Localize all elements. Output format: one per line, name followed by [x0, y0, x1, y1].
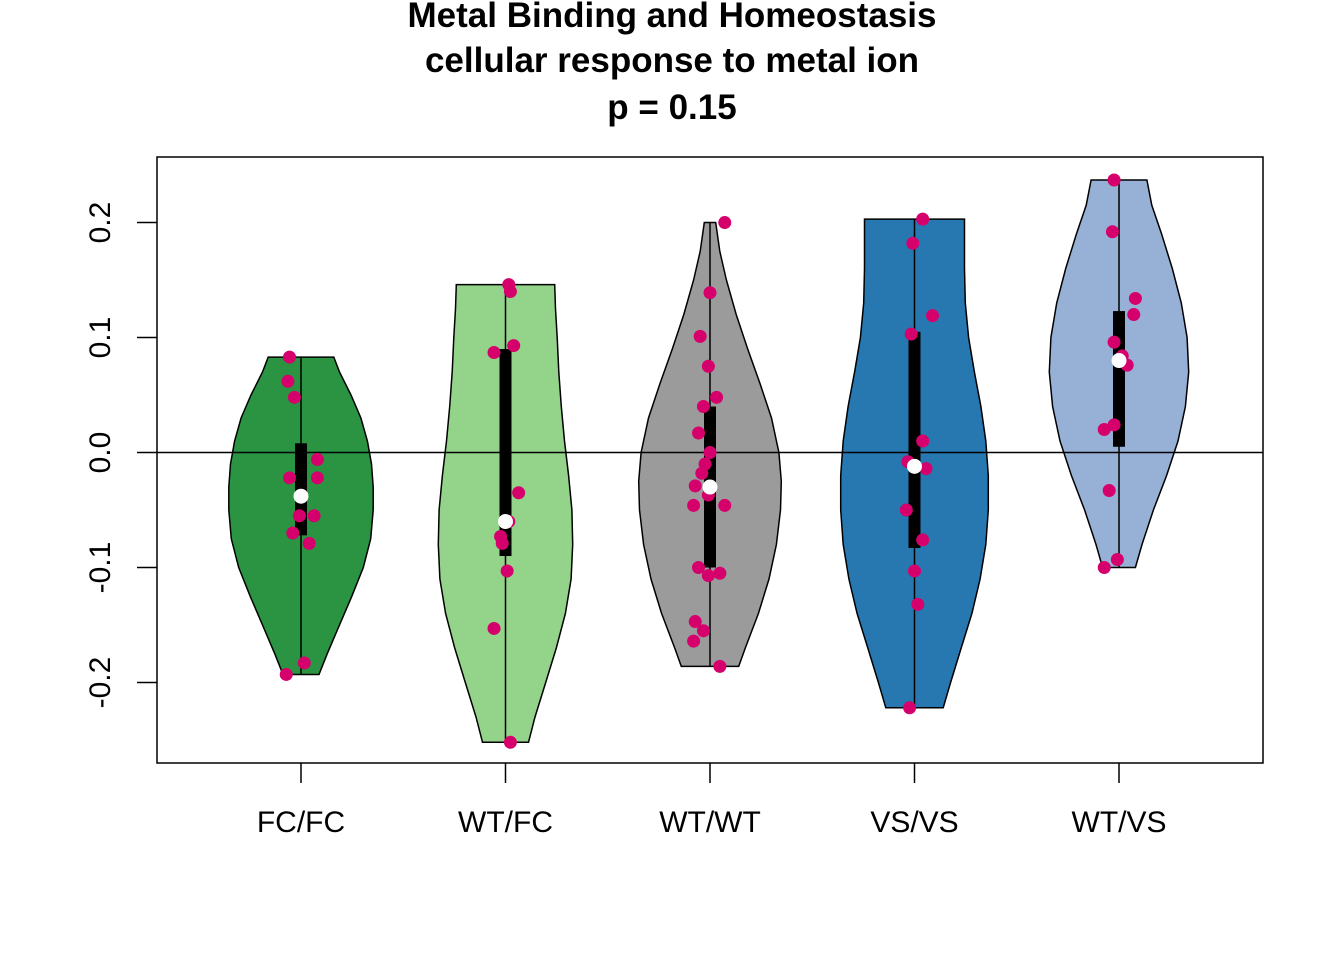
- data-point-fc-fc: [307, 509, 321, 523]
- data-point-vs-vs: [916, 533, 930, 547]
- data-point-wt-wt: [687, 498, 701, 512]
- data-point-fc-fc: [310, 471, 324, 485]
- data-point-vs-vs: [916, 434, 930, 448]
- y-tick-label: -0.1: [84, 542, 117, 594]
- data-point-wt-wt: [692, 426, 706, 440]
- data-point-fc-fc: [283, 350, 297, 364]
- x-tick-label-wt-fc: WT/FC: [458, 806, 553, 839]
- median-wt-wt: [702, 479, 718, 495]
- data-point-wt-wt: [695, 466, 709, 480]
- data-point-wt-wt: [718, 498, 732, 512]
- y-axis: 0.2 0.1 0.0 -0.1 -0.2: [84, 202, 157, 709]
- data-point-fc-fc: [292, 509, 306, 523]
- data-point-fc-fc: [286, 526, 300, 540]
- median-vs-vs: [907, 458, 922, 474]
- median-wt-vs: [1111, 353, 1127, 369]
- data-point-wt-vs: [1110, 552, 1124, 566]
- data-point-fc-fc: [297, 656, 311, 670]
- data-point-wt-vs: [1097, 423, 1111, 437]
- x-tick-label-fc-fc: FC/FC: [257, 806, 345, 839]
- chart-title-line-2: cellular response to metal ion: [424, 41, 920, 80]
- data-point-wt-wt: [693, 329, 707, 343]
- data-point-wt-fc: [500, 564, 514, 578]
- data-point-wt-vs: [1128, 291, 1142, 305]
- data-point-wt-wt: [713, 659, 727, 673]
- chart-title-line-1: Metal Binding and Homeostasis: [407, 0, 937, 35]
- data-point-wt-wt: [718, 216, 732, 230]
- data-point-vs-vs: [903, 701, 917, 715]
- x-tick-label-vs-vs: VS/VS: [870, 806, 958, 839]
- data-point-vs-vs: [911, 597, 925, 611]
- data-point-wt-fc: [503, 735, 517, 749]
- y-tick-label: -0.2: [84, 657, 117, 709]
- data-point-wt-vs: [1097, 561, 1111, 575]
- y-tick-label: 0.1: [84, 317, 117, 359]
- data-point-wt-vs: [1107, 418, 1121, 432]
- data-point-vs-vs: [916, 212, 930, 226]
- median-wt-fc: [498, 514, 513, 530]
- data-point-fc-fc: [310, 452, 324, 466]
- x-tick-label-wt-wt: WT/WT: [659, 806, 761, 839]
- data-point-wt-vs: [1102, 483, 1116, 497]
- data-point-wt-wt: [701, 359, 715, 373]
- data-point-wt-wt: [688, 615, 702, 629]
- data-point-wt-vs: [1107, 335, 1121, 349]
- data-point-wt-wt: [703, 446, 717, 460]
- x-axis: FC/FC WT/FC WT/WT VS/VS WT/VS: [257, 763, 1167, 839]
- data-point-wt-wt: [713, 566, 727, 580]
- data-point-wt-wt: [701, 569, 715, 583]
- data-point-wt-wt: [692, 561, 706, 575]
- data-point-wt-fc: [487, 621, 501, 635]
- data-point-wt-fc: [507, 339, 521, 353]
- data-point-wt-vs: [1105, 225, 1119, 239]
- data-point-wt-wt: [710, 390, 724, 404]
- chart-p-value: p = 0.15: [607, 88, 737, 127]
- iqr-box-vs-vs: [908, 331, 921, 548]
- data-point-wt-fc: [503, 285, 517, 299]
- data-point-fc-fc: [281, 374, 295, 388]
- data-point-wt-wt: [696, 624, 710, 638]
- data-point-vs-vs: [919, 462, 933, 476]
- data-point-fc-fc: [279, 667, 293, 681]
- y-tick-label: 0.2: [84, 202, 117, 244]
- data-point-wt-fc: [487, 345, 501, 359]
- data-point-vs-vs: [899, 503, 913, 517]
- data-point-wt-vs: [1127, 308, 1141, 322]
- data-point-vs-vs: [926, 309, 940, 323]
- data-point-wt-wt: [688, 479, 702, 493]
- data-point-vs-vs: [908, 564, 921, 578]
- data-point-wt-fc: [495, 536, 509, 550]
- data-point-fc-fc: [283, 471, 297, 485]
- x-tick-label-wt-vs: WT/VS: [1072, 806, 1167, 839]
- data-point-wt-wt: [696, 400, 710, 414]
- data-point-vs-vs: [904, 327, 918, 341]
- y-tick-label: 0.0: [84, 432, 117, 474]
- data-point-wt-wt: [687, 634, 701, 648]
- data-point-fc-fc: [287, 390, 301, 404]
- data-point-vs-vs: [906, 236, 920, 250]
- median-fc-fc: [293, 488, 309, 504]
- data-point-wt-vs: [1107, 173, 1121, 187]
- medians-layer: [293, 353, 1127, 530]
- data-point-fc-fc: [302, 536, 316, 550]
- data-point-wt-fc: [512, 486, 526, 500]
- data-point-wt-wt: [703, 286, 717, 300]
